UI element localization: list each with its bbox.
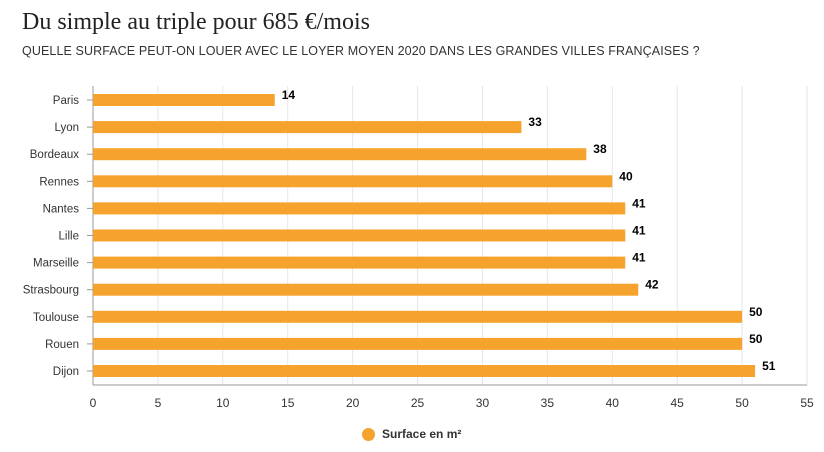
bar[interactable] xyxy=(93,229,626,242)
bar[interactable] xyxy=(93,121,522,134)
data-label: 50 xyxy=(749,332,763,346)
category-label: Rouen xyxy=(45,339,79,351)
bar[interactable] xyxy=(93,175,613,188)
data-label: 51 xyxy=(762,359,776,373)
legend-label: Surface en m² xyxy=(382,427,462,441)
data-label: 41 xyxy=(632,196,646,210)
data-label: 50 xyxy=(749,305,763,319)
x-tick-label: 35 xyxy=(541,396,555,410)
x-tick-label: 55 xyxy=(800,396,814,410)
category-label: Nantes xyxy=(43,203,80,215)
data-label: 41 xyxy=(632,224,646,238)
bar[interactable] xyxy=(93,202,626,215)
bar[interactable] xyxy=(93,310,743,323)
x-tick-label: 25 xyxy=(411,396,425,410)
x-tick-label: 10 xyxy=(216,396,230,410)
x-tick-label: 5 xyxy=(155,396,162,410)
bar[interactable] xyxy=(93,94,275,106)
category-label: Strasbourg xyxy=(23,285,79,297)
chart-title: Du simple au triple pour 685 €/mois xyxy=(22,9,370,35)
bar[interactable] xyxy=(93,148,587,161)
value-labels: 14 33 38 40 41 41 41 42 50 50 51 xyxy=(282,88,776,373)
category-label: Rennes xyxy=(39,176,79,188)
legend[interactable]: Surface en m² xyxy=(362,427,461,441)
category-label: Lille xyxy=(59,231,79,243)
x-tick-label: 0 xyxy=(90,396,97,410)
category-label: Paris xyxy=(53,95,79,107)
chart-subtitle: QUELLE SURFACE PEUT-ON LOUER AVEC LE LOY… xyxy=(22,44,700,58)
data-label: 42 xyxy=(645,278,659,292)
x-tick-label: 15 xyxy=(281,396,295,410)
category-label: Toulouse xyxy=(33,312,79,324)
data-label: 33 xyxy=(528,115,542,129)
x-axis-ticks: 0 5 10 15 20 25 30 35 40 45 50 55 xyxy=(90,396,814,410)
category-label: Bordeaux xyxy=(30,149,79,161)
data-label: 41 xyxy=(632,251,646,265)
bar[interactable] xyxy=(93,256,626,269)
bars xyxy=(93,94,756,377)
x-tick-label: 50 xyxy=(735,396,749,410)
legend-swatch xyxy=(362,427,375,441)
data-label: 14 xyxy=(282,88,296,102)
data-label: 40 xyxy=(619,169,633,183)
category-label: Marseille xyxy=(33,258,79,270)
data-label: 38 xyxy=(593,142,607,156)
category-labels: Paris Lyon Bordeaux Rennes Nantes Lille Marsei… xyxy=(23,95,80,378)
x-tick-label: 45 xyxy=(671,396,685,410)
x-tick-label: 30 xyxy=(476,396,490,410)
bar[interactable] xyxy=(93,365,756,377)
bar[interactable] xyxy=(93,337,743,350)
category-label: Lyon xyxy=(54,122,79,134)
bar[interactable] xyxy=(93,283,639,296)
x-tick-label: 20 xyxy=(346,396,360,410)
x-tick-label: 40 xyxy=(606,396,620,410)
category-label: Dijon xyxy=(53,366,79,378)
